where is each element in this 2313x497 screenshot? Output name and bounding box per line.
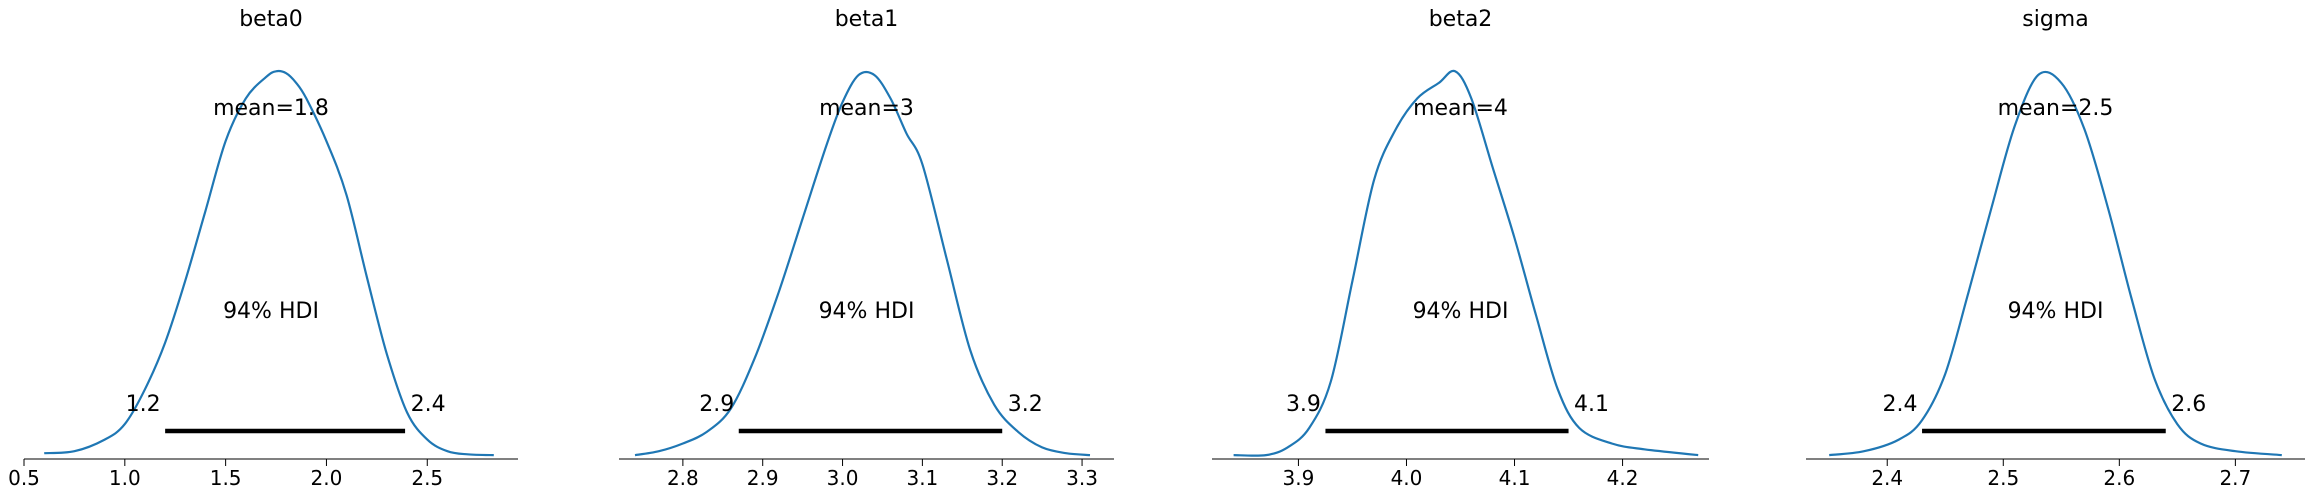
panel-title: beta0	[239, 7, 303, 32]
panel-sigma: sigma mean=2.5 94% HDI 2.4 2.6 2.4 2.5 2.6 2.7	[1806, 7, 2305, 490]
hdi-low-label: 2.9	[699, 392, 734, 417]
density-line	[634, 70, 1091, 457]
x-tick-label: 1.0	[109, 466, 141, 490]
panel-beta1: beta1 mean=3 94% HDI 2.9 3.2 2.8 2.9 3.0 3.1 3.2 3…	[619, 7, 1114, 490]
mean-label: mean=4	[1413, 96, 1508, 121]
density-line	[1233, 69, 1699, 457]
x-tick-label: 2.7	[2219, 466, 2251, 490]
hdi-high-label: 2.6	[2171, 392, 2206, 417]
x-tick-label: 2.5	[411, 466, 443, 490]
x-tick-label: 4.2	[1607, 466, 1639, 490]
hdi-low-label: 3.9	[1286, 392, 1321, 417]
panel-title: sigma	[2022, 7, 2088, 32]
panel-beta2: beta2 mean=4 94% HDI 3.9 4.1 3.9 4.0 4.1 4.2	[1212, 7, 1709, 490]
x-tick-label: 2.4	[1871, 466, 1903, 490]
x-tick-label: 2.9	[747, 466, 779, 490]
hdi-label: 94% HDI	[223, 299, 319, 324]
density-line	[44, 69, 494, 457]
x-tick-label: 4.0	[1391, 466, 1423, 490]
x-tick-label: 4.1	[1499, 466, 1531, 490]
x-tick-label: 3.9	[1283, 466, 1315, 490]
hdi-low-label: 2.4	[1883, 392, 1918, 417]
x-tick-label: 2.6	[2103, 466, 2135, 490]
panel-title: beta2	[1429, 7, 1493, 32]
panel-beta0: beta0 mean=1.8 94% HDI 1.2 2.4 0.5 1.0 1.5 2.0 2.…	[8, 7, 518, 490]
hdi-label: 94% HDI	[819, 299, 915, 324]
mean-label: mean=1.8	[213, 96, 329, 121]
x-tick-label: 2.8	[667, 466, 699, 490]
mean-label: mean=3	[819, 96, 914, 121]
hdi-high-label: 2.4	[411, 392, 446, 417]
x-tick-label: 2.5	[1987, 466, 2019, 490]
x-tick-label: 0.5	[8, 466, 40, 490]
x-tick-label: 3.1	[906, 466, 938, 490]
density-line	[1829, 70, 2282, 457]
x-tick-label: 3.3	[1066, 466, 1098, 490]
x-tick-label: 3.0	[827, 466, 859, 490]
x-tick-label: 2.0	[311, 466, 343, 490]
x-tick-label: 3.2	[986, 466, 1018, 490]
hdi-label: 94% HDI	[2008, 299, 2104, 324]
hdi-high-label: 3.2	[1008, 392, 1043, 417]
x-tick-label: 1.5	[210, 466, 242, 490]
hdi-low-label: 1.2	[126, 392, 161, 417]
panel-title: beta1	[835, 7, 899, 32]
mean-label: mean=2.5	[1998, 96, 2114, 121]
hdi-label: 94% HDI	[1413, 299, 1509, 324]
hdi-high-label: 4.1	[1574, 392, 1609, 417]
